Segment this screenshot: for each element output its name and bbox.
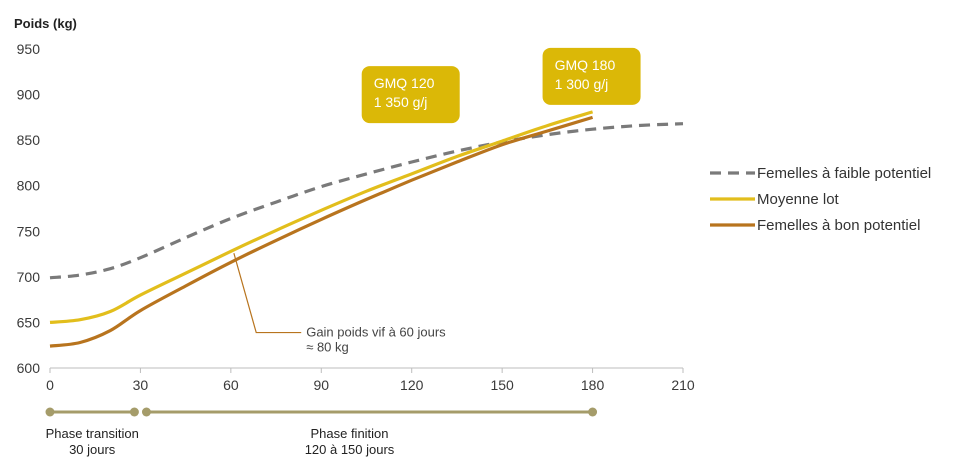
x-axis: 0 30 60 90 120 150 180 210: [46, 368, 695, 393]
x-tick-label: 0: [46, 377, 54, 393]
gain-annotation-text: ≈ 80 kg: [306, 340, 349, 355]
legend-item-label: Femelles à bon potentiel: [757, 217, 920, 234]
gmq120-label-text: 1 350 g/j: [374, 94, 428, 110]
x-tick-label: 150: [490, 377, 514, 393]
legend-item-label: Femelles à faible potentiel: [757, 165, 931, 182]
series-bon-potentiel-line: [49, 115, 594, 348]
y-tick-label: 950: [17, 41, 41, 57]
phase-label: 120 à 150 jours: [305, 442, 395, 457]
y-axis: 600 650 700 750 800 850 900 950: [17, 41, 41, 376]
gmq180-label-box: [542, 47, 641, 105]
phase-end-dot: [129, 407, 139, 417]
phase-end-dot: [588, 407, 598, 417]
y-tick-label: 800: [17, 178, 41, 194]
gmq120-label-box: [361, 66, 460, 124]
y-tick-label: 750: [17, 223, 41, 239]
x-tick-label: 30: [133, 377, 149, 393]
gain-leader-line: [233, 252, 302, 334]
series-moyenne-lot-line: [49, 110, 594, 324]
legend: Femelles à faible potentiel Moyenne lot Fe…: [710, 165, 931, 234]
x-tick-label: 60: [223, 377, 239, 393]
phase-label: 30 jours: [69, 442, 116, 457]
legend-item-label: Moyenne lot: [757, 191, 840, 208]
phase-label: Phase finition: [310, 426, 388, 441]
phase-start-dot: [141, 407, 151, 417]
gain-annotation-text: Gain poids vif à 60 jours: [306, 325, 446, 340]
x-tick-label: 120: [400, 377, 424, 393]
y-tick-label: 900: [17, 87, 41, 103]
x-tick-label: 180: [581, 377, 605, 393]
y-tick-label: 850: [17, 132, 41, 148]
gmq120-label-text: GMQ 120: [374, 75, 435, 91]
y-tick-label: 650: [17, 314, 41, 330]
y-tick-label: 600: [17, 360, 41, 376]
series-layer: [49, 110, 684, 348]
phase-start-dot: [45, 407, 55, 417]
annotation-layer: GMQ 120 1 350 g/j GMQ 180 1 300 g/j Gain poi…: [233, 47, 641, 355]
y-axis-title: Poids (kg): [14, 16, 77, 31]
gmq180-label-text: 1 300 g/j: [555, 76, 609, 92]
series-faible-potentiel-line: [49, 122, 684, 280]
phase-label: Phase transition: [46, 426, 139, 441]
y-tick-label: 700: [17, 269, 41, 285]
gmq180-label-text: GMQ 180: [555, 57, 616, 73]
x-tick-label: 210: [671, 377, 695, 393]
x-tick-label: 90: [313, 377, 329, 393]
